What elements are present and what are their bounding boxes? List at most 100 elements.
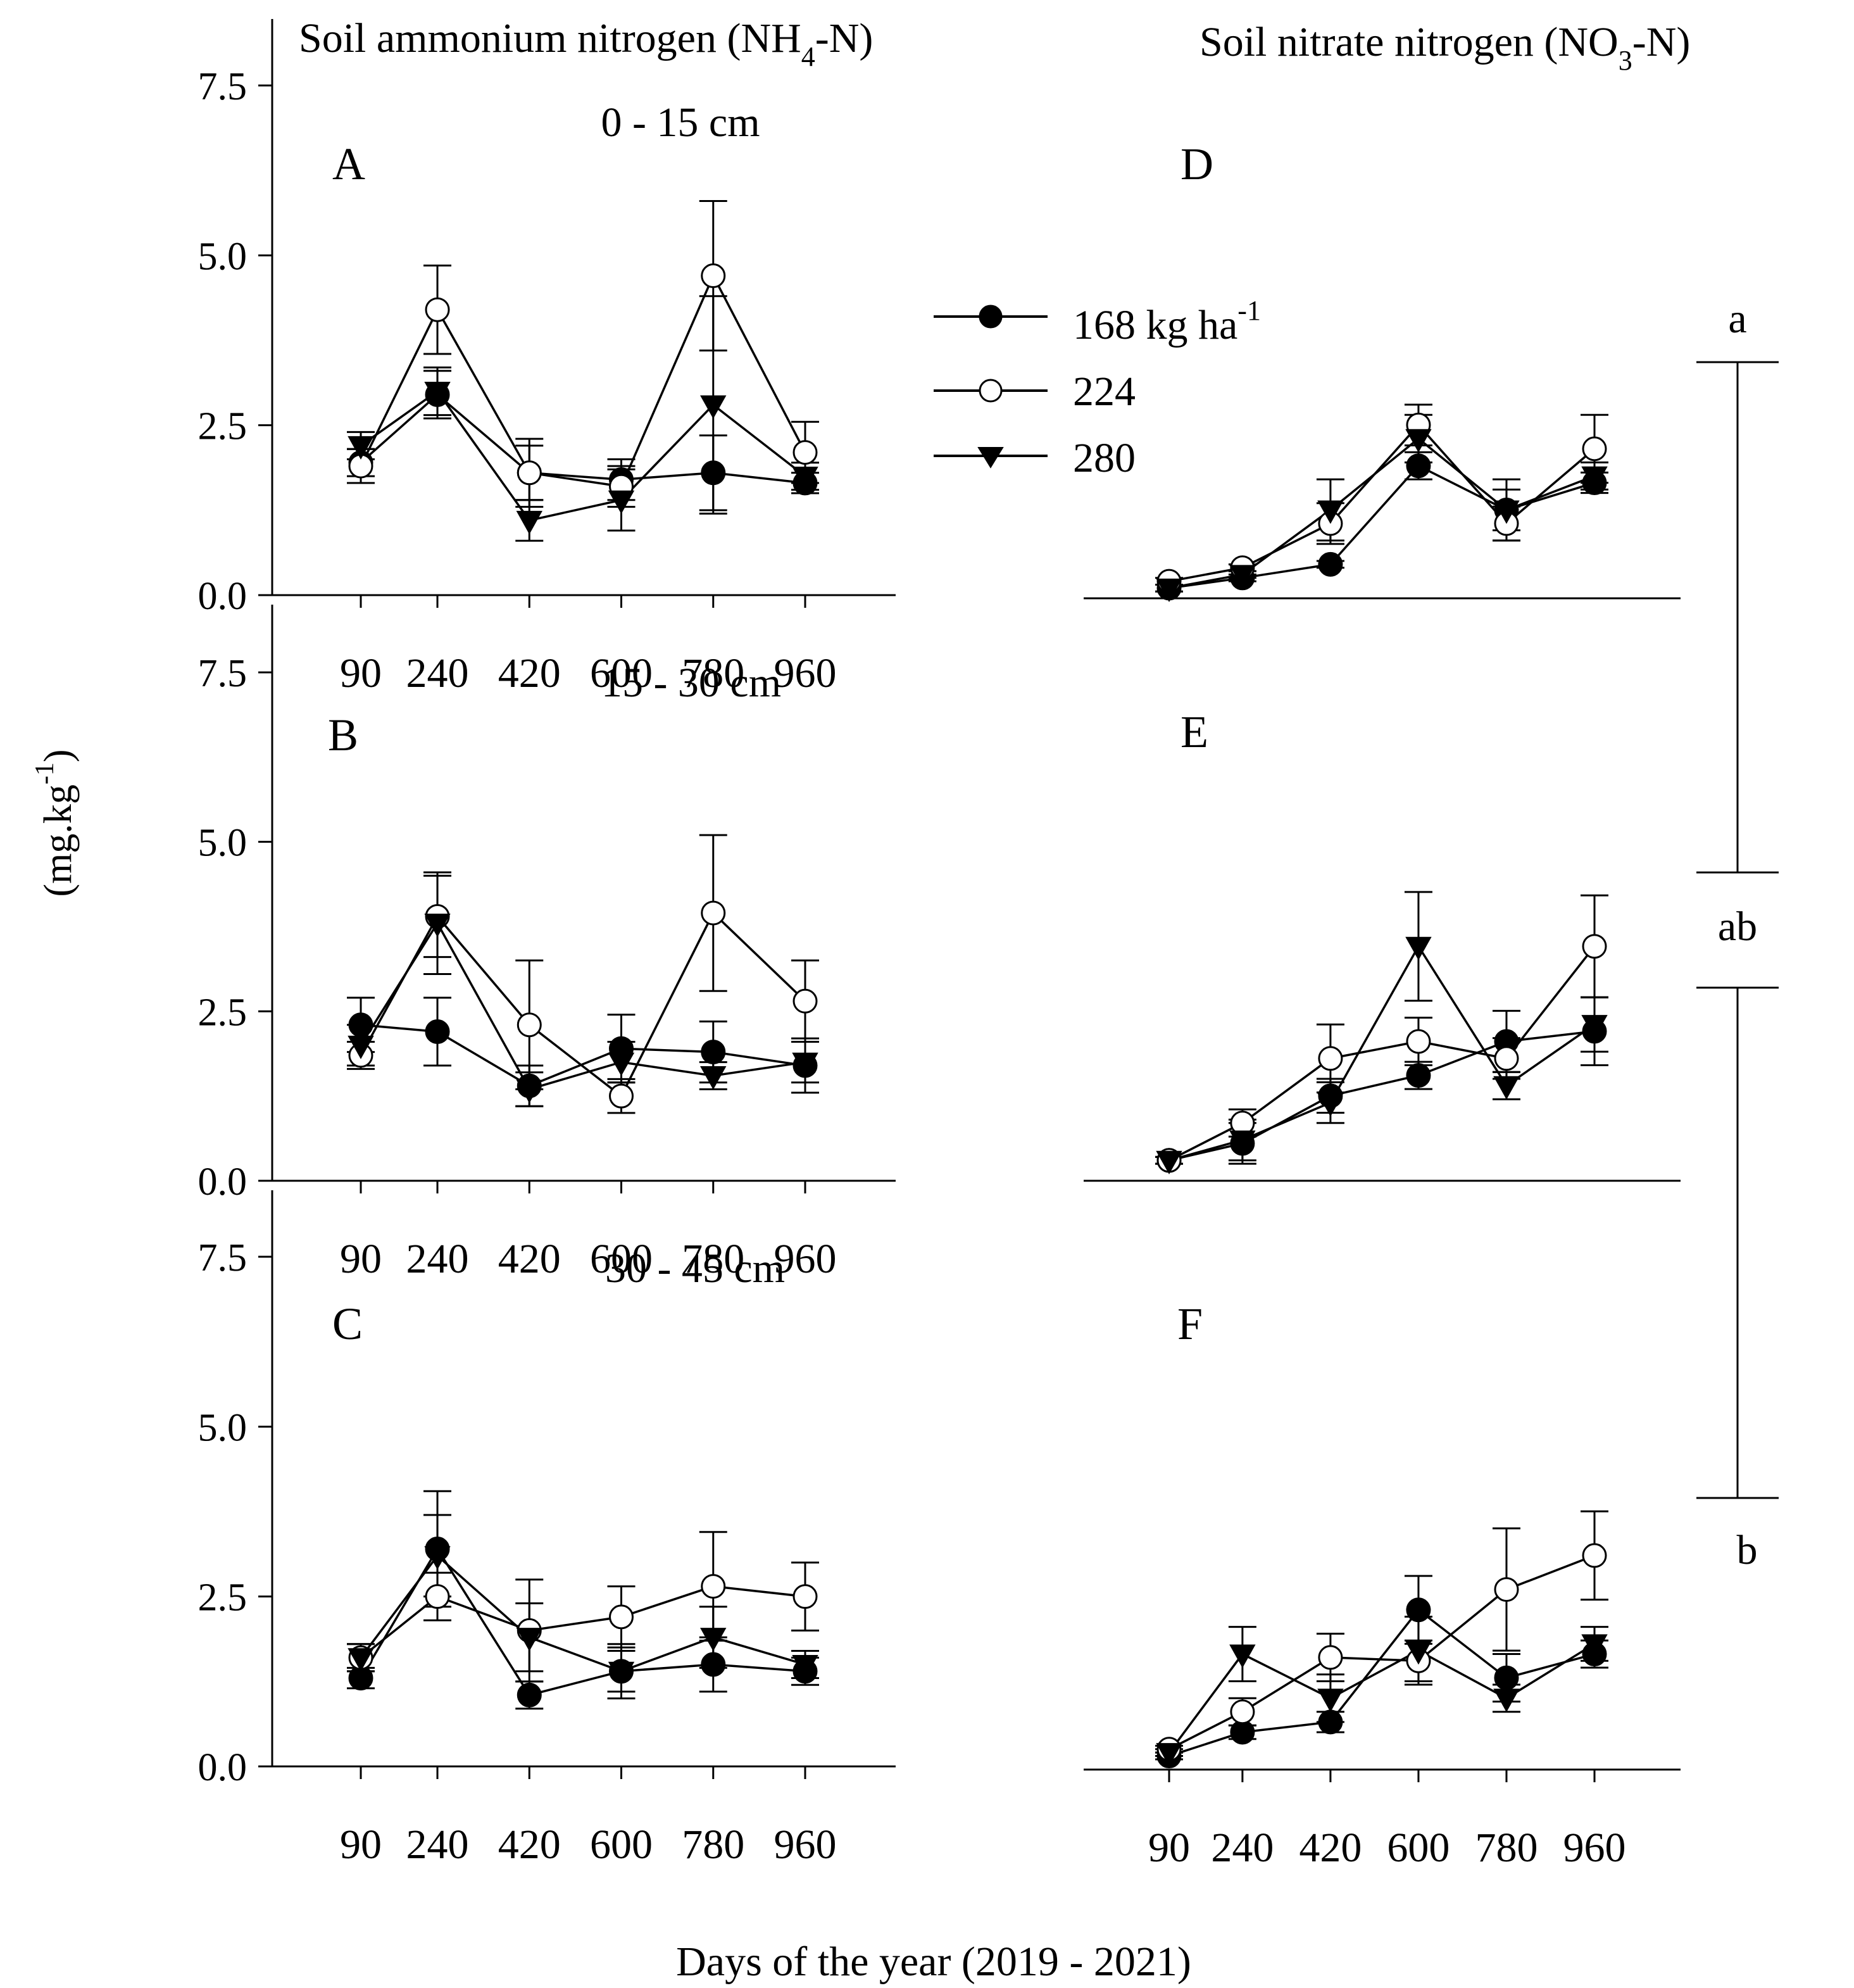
series-line-280 [360, 389, 806, 522]
data-point-224 [701, 263, 726, 289]
legend-marker-168 [979, 305, 1003, 329]
x-tick-label: 240 [1211, 1825, 1274, 1871]
legend-label-224: 224 [1073, 368, 1136, 415]
data-point-224 [1582, 934, 1607, 959]
data-point-224 [609, 1604, 634, 1630]
x-tick-label: 960 [774, 1236, 837, 1282]
x-tick-label: 780 [682, 1821, 744, 1868]
data-point-224 [1494, 1577, 1519, 1602]
y-tick-label: 7.5 [198, 1236, 247, 1280]
y-tick-label: 0.0 [198, 1161, 247, 1204]
data-point-224 [701, 900, 726, 926]
data-point-280 [608, 1052, 635, 1076]
data-point-280 [1493, 1076, 1520, 1100]
data-point-280 [1317, 1093, 1344, 1117]
x-tick-label: 780 [682, 1236, 744, 1282]
panel-a: 0.0 2.5 5.0 7.5 90 240 420 600 780 960 A 0 - 15 cm [198, 19, 896, 696]
data-point-280 [1156, 578, 1182, 602]
panel-letter: B [328, 710, 358, 760]
x-tick-label: 240 [406, 1236, 469, 1282]
data-point-280 [424, 1546, 451, 1570]
data-point-224 [792, 988, 818, 1014]
panel-depth-title: 15 - 30 cm [601, 660, 781, 706]
data-point-224 [1318, 1645, 1343, 1670]
data-point-280 [1156, 1150, 1182, 1174]
data-point-224 [701, 1574, 726, 1599]
y-tick-label: 7.5 [198, 65, 247, 108]
data-point-280 [424, 914, 451, 938]
x-tick-label: 240 [406, 1821, 469, 1868]
data-point-280 [1229, 1644, 1256, 1668]
data-point-280 [1493, 500, 1520, 524]
data-point-280 [1405, 936, 1432, 960]
legend-label-280: 280 [1073, 435, 1136, 481]
x-tick-label: 600 [590, 1236, 653, 1282]
x-tick-label: 420 [498, 650, 561, 696]
x-tick-label: 90 [340, 650, 382, 696]
significance-letter-b: b [1737, 1527, 1758, 1573]
data-point-168 [1494, 1665, 1519, 1690]
panel-f: 90 240 420 600 780 960 F [1084, 1299, 1681, 1871]
x-tick-label: 420 [1299, 1825, 1362, 1871]
data-point-224 [517, 460, 542, 486]
x-tick-label: 960 [1563, 1825, 1626, 1871]
data-point-280 [516, 510, 542, 534]
significance-letter-ab: ab [1718, 903, 1757, 950]
x-tick-label: 780 [682, 650, 744, 696]
data-point-280 [1493, 1689, 1520, 1713]
y-tick-label: 2.5 [198, 991, 247, 1034]
panel-letter: F [1177, 1299, 1203, 1349]
data-point-280 [792, 1655, 818, 1679]
series-line-224 [360, 911, 806, 1098]
data-point-224 [1318, 1046, 1343, 1071]
panel-c: 0.0 2.5 5.0 7.5 90 240 420 600 780 960 C 30 - 45 cm [198, 1190, 896, 1868]
x-tick-label: 600 [590, 650, 653, 696]
significance-letter-a: a [1728, 296, 1746, 342]
panel-e: E [1084, 707, 1681, 1182]
data-point-224 [1230, 1699, 1255, 1725]
series-line-280 [360, 921, 806, 1091]
data-point-168 [701, 1040, 726, 1065]
data-point-224 [1494, 1046, 1519, 1071]
series-line-280 [360, 1554, 806, 1673]
data-point-224 [517, 1012, 542, 1038]
data-point-168 [1318, 1709, 1343, 1735]
panel-letter: C [332, 1299, 363, 1349]
data-point-168 [348, 1012, 373, 1038]
series-line-168 [1168, 1608, 1595, 1758]
significance-brackets: a ab b [1696, 296, 1779, 1573]
x-tick-label: 960 [774, 650, 837, 696]
y-tick-label: 7.5 [198, 652, 247, 695]
y-tick-label: 2.5 [198, 1576, 247, 1620]
series-line-168 [360, 1024, 806, 1088]
data-point-280 [348, 1035, 374, 1059]
x-tick-label: 240 [406, 650, 469, 696]
data-point-224 [425, 1584, 450, 1609]
y-tick-label: 5.0 [198, 822, 247, 865]
data-point-280 [348, 1648, 374, 1672]
left-column-title: Soil ammonium nitrogen (NH4-N) [299, 15, 873, 72]
panel-depth-title: 30 - 45 cm [605, 1245, 785, 1292]
legend-marker-280 [977, 447, 1004, 469]
data-point-168 [1406, 1597, 1431, 1623]
data-point-280 [424, 382, 451, 406]
series-line-168 [360, 1547, 806, 1697]
series-line-224 [360, 1585, 806, 1659]
series-line-168 [360, 393, 806, 484]
panel-letter: E [1181, 707, 1208, 757]
data-point-224 [1582, 436, 1607, 462]
y-tick-label: 0.0 [198, 1746, 247, 1789]
data-point-224 [609, 1083, 634, 1109]
data-point-280 [1317, 500, 1344, 524]
y-tick-label: 0.0 [198, 575, 247, 618]
x-tick-label: 90 [340, 1821, 382, 1868]
y-tick-label: 5.0 [198, 235, 247, 278]
data-point-280 [1405, 429, 1432, 453]
data-point-280 [1581, 1015, 1608, 1039]
data-point-280 [700, 395, 727, 419]
data-point-280 [1581, 1634, 1608, 1658]
x-tick-label: 420 [498, 1821, 561, 1868]
panel-d: D [1084, 139, 1681, 602]
data-point-280 [792, 1052, 818, 1076]
